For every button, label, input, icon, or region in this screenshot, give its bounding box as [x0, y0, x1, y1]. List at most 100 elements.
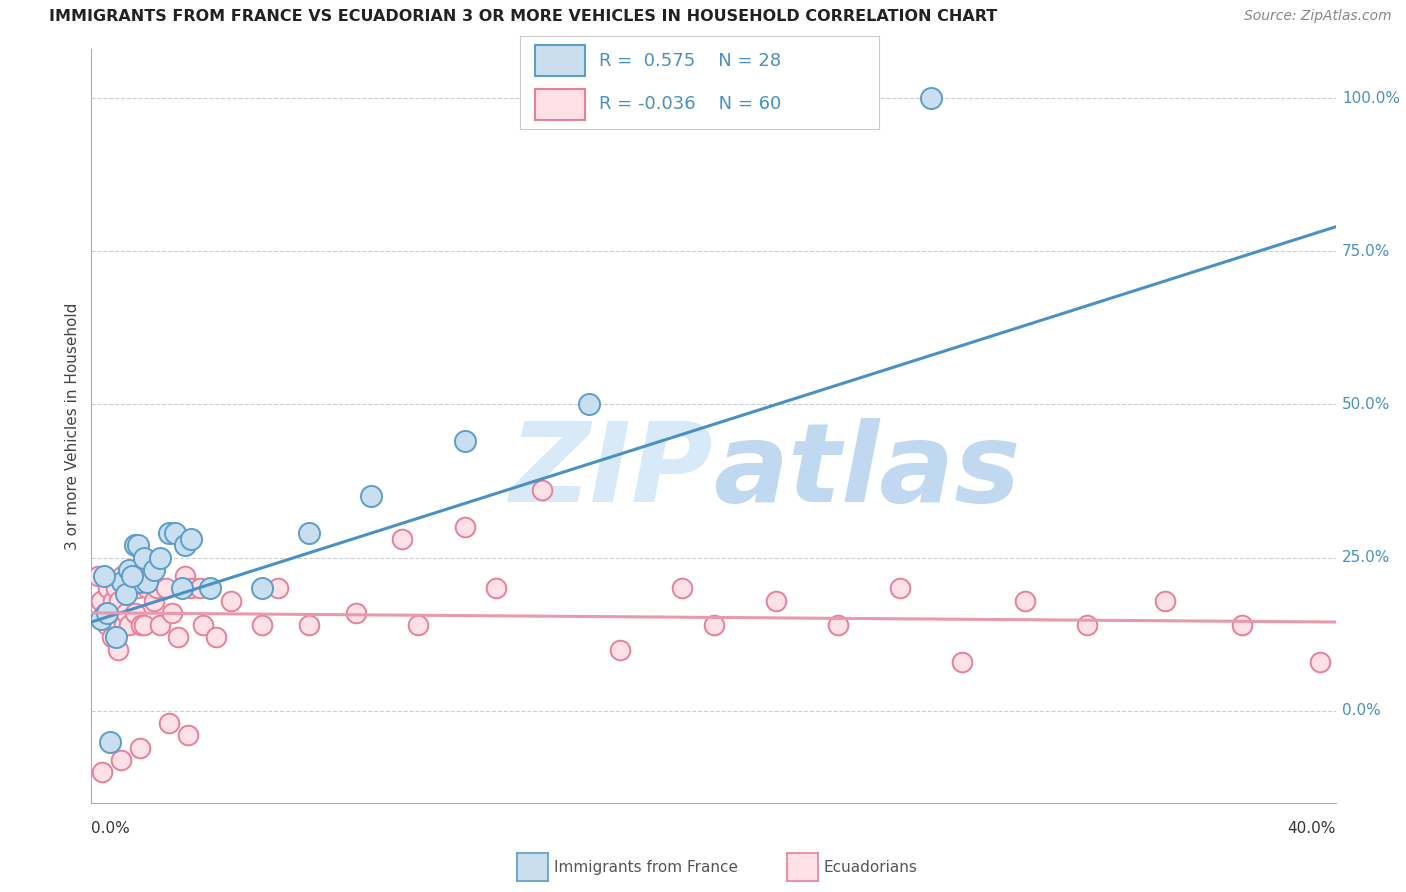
- Point: [157, 716, 180, 731]
- Text: 25.0%: 25.0%: [1341, 550, 1391, 566]
- Point: [765, 593, 787, 607]
- Point: [193, 618, 215, 632]
- Point: [93, 569, 115, 583]
- FancyBboxPatch shape: [534, 89, 585, 120]
- Point: [406, 618, 429, 632]
- Point: [90, 593, 112, 607]
- Point: [1232, 618, 1254, 632]
- Point: [124, 538, 146, 552]
- Point: [155, 582, 177, 596]
- Point: [453, 520, 475, 534]
- Point: [177, 728, 200, 742]
- Point: [145, 582, 167, 596]
- Point: [1014, 593, 1036, 607]
- Text: Source: ZipAtlas.com: Source: ZipAtlas.com: [1244, 9, 1392, 23]
- Point: [136, 575, 159, 590]
- Point: [129, 575, 152, 590]
- Point: [98, 734, 121, 748]
- Point: [100, 631, 122, 645]
- Text: 0.0%: 0.0%: [91, 822, 131, 836]
- Point: [136, 582, 159, 596]
- Point: [118, 618, 141, 632]
- Point: [142, 563, 165, 577]
- Text: R =  0.575    N = 28: R = 0.575 N = 28: [599, 52, 782, 70]
- Point: [134, 618, 156, 632]
- Point: [112, 618, 135, 632]
- Point: [149, 550, 172, 565]
- Point: [105, 631, 128, 645]
- Text: atlas: atlas: [713, 417, 1021, 524]
- Point: [121, 582, 143, 596]
- Point: [165, 526, 187, 541]
- Point: [180, 582, 202, 596]
- Point: [107, 642, 129, 657]
- Point: [90, 612, 112, 626]
- Point: [162, 606, 184, 620]
- Point: [205, 631, 228, 645]
- Point: [129, 618, 152, 632]
- Point: [108, 593, 131, 607]
- Point: [127, 582, 149, 596]
- Point: [118, 563, 141, 577]
- Point: [98, 734, 121, 748]
- Point: [950, 655, 973, 669]
- Point: [1076, 618, 1098, 632]
- Point: [121, 569, 143, 583]
- Point: [170, 582, 193, 596]
- Point: [671, 582, 693, 596]
- Point: [111, 575, 134, 590]
- Point: [827, 618, 849, 632]
- Point: [391, 533, 413, 547]
- Point: [111, 569, 134, 583]
- Point: [1153, 593, 1175, 607]
- Point: [267, 582, 290, 596]
- Text: 50.0%: 50.0%: [1341, 397, 1391, 412]
- Point: [96, 618, 118, 632]
- Point: [105, 582, 128, 596]
- Point: [609, 642, 631, 657]
- Point: [1309, 655, 1331, 669]
- Point: [453, 434, 475, 449]
- Point: [167, 631, 190, 645]
- Point: [198, 582, 221, 596]
- Point: [127, 538, 149, 552]
- Point: [920, 91, 942, 105]
- Point: [114, 587, 136, 601]
- Point: [889, 582, 911, 596]
- Point: [110, 753, 132, 767]
- Point: [531, 483, 554, 498]
- Y-axis label: 3 or more Vehicles in Household: 3 or more Vehicles in Household: [65, 302, 80, 549]
- Point: [139, 569, 162, 583]
- Point: [91, 765, 114, 780]
- Point: [578, 397, 600, 411]
- Text: 0.0%: 0.0%: [1341, 704, 1381, 718]
- Point: [188, 582, 211, 596]
- Point: [298, 526, 321, 541]
- Point: [702, 618, 725, 632]
- Point: [124, 606, 146, 620]
- Point: [86, 569, 108, 583]
- Point: [97, 582, 120, 596]
- Point: [173, 538, 195, 552]
- Text: Immigrants from France: Immigrants from France: [554, 860, 738, 874]
- Text: 75.0%: 75.0%: [1341, 244, 1391, 259]
- Point: [128, 740, 150, 755]
- Point: [142, 593, 165, 607]
- Text: R = -0.036    N = 60: R = -0.036 N = 60: [599, 95, 782, 113]
- Point: [101, 593, 124, 607]
- Point: [157, 526, 180, 541]
- Point: [96, 606, 118, 620]
- Point: [360, 490, 382, 504]
- Point: [94, 606, 117, 620]
- Point: [344, 606, 367, 620]
- Text: 40.0%: 40.0%: [1288, 822, 1336, 836]
- Point: [252, 582, 274, 596]
- Point: [134, 550, 156, 565]
- Point: [180, 533, 202, 547]
- Point: [173, 569, 195, 583]
- Text: Ecuadorians: Ecuadorians: [824, 860, 918, 874]
- Point: [298, 618, 321, 632]
- Point: [149, 618, 172, 632]
- Point: [221, 593, 243, 607]
- Text: ZIP: ZIP: [510, 417, 713, 524]
